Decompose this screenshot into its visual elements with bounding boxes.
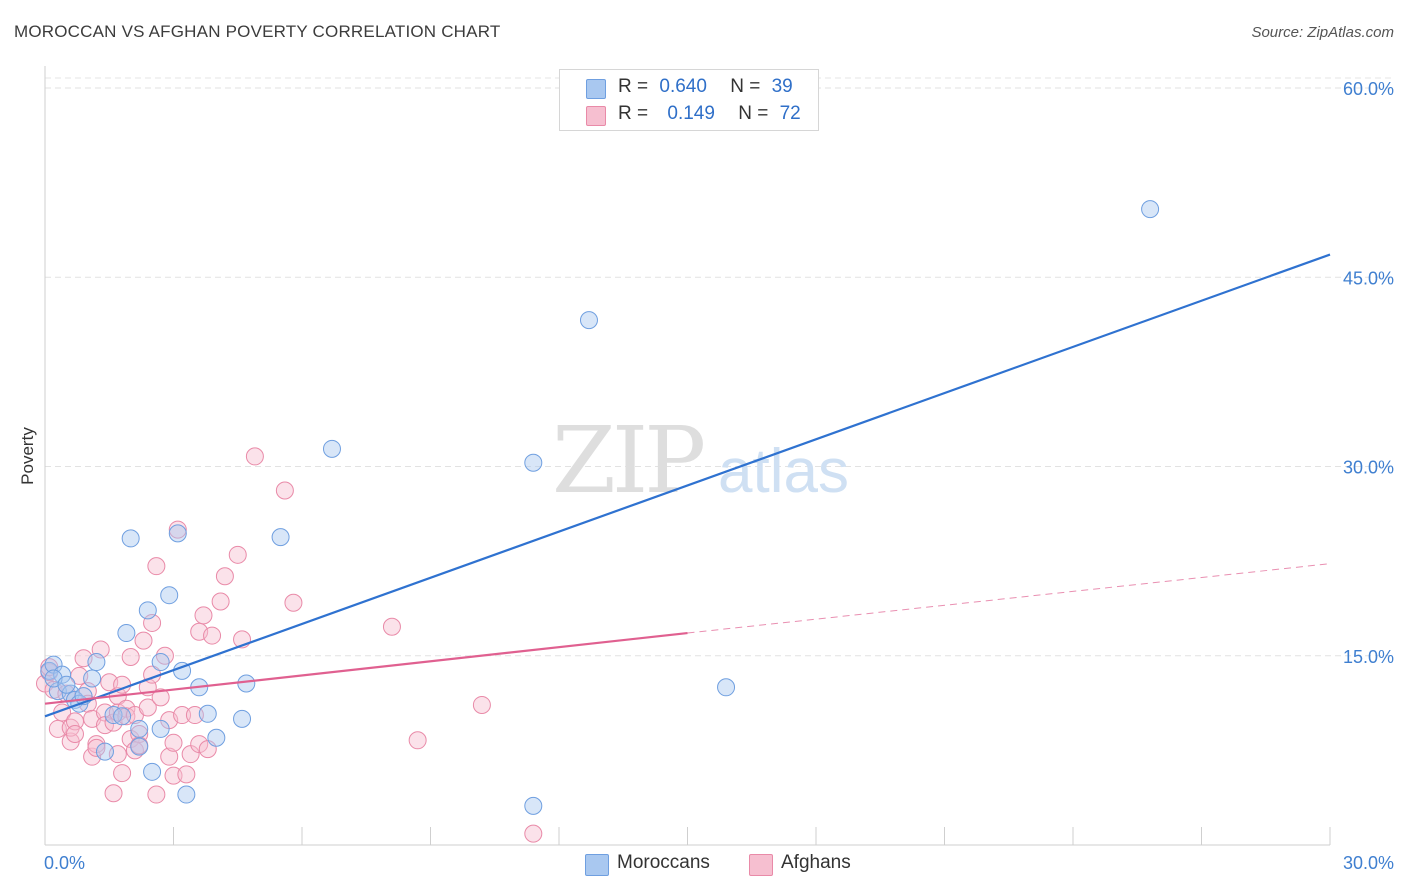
data-point-afghans (203, 626, 222, 645)
watermark-atlas: atlas (718, 437, 849, 506)
data-point-moroccans (1141, 200, 1160, 219)
data-point-afghans (65, 724, 84, 743)
data-point-moroccans (524, 453, 543, 472)
legend-r-value: 0.149 (667, 103, 715, 124)
chart-title: MOROCCAN VS AFGHAN POVERTY CORRELATION C… (14, 22, 501, 41)
legend-r-label: R = (618, 76, 649, 97)
data-point-moroccans (160, 586, 179, 605)
x-tick-label: 0.0% (44, 853, 85, 873)
data-point-afghans (134, 631, 153, 650)
y-tick-label: 45.0% (1343, 268, 1394, 288)
chart-source: Source: ZipAtlas.com (1251, 24, 1394, 41)
data-point-afghans (147, 557, 166, 576)
bottom-legend-label-moroccans: Moroccans (617, 852, 710, 873)
data-point-moroccans (83, 669, 102, 688)
data-point-afghans (211, 592, 230, 611)
trend-line-afghans (44, 631, 688, 705)
y-axis-title: Poverty (18, 427, 37, 485)
data-point-moroccans (322, 439, 341, 458)
watermark-zip: ZIP (552, 407, 703, 514)
data-point-moroccans (151, 653, 170, 672)
data-point-afghans (524, 824, 543, 843)
data-point-moroccans (168, 524, 187, 543)
legend-n-value: 39 (771, 76, 793, 97)
data-point-moroccans (95, 742, 114, 761)
data-point-afghans (164, 766, 183, 785)
data-point-afghans (147, 785, 166, 804)
data-point-afghans (87, 738, 106, 757)
data-point-moroccans (87, 653, 106, 672)
data-point-afghans (177, 765, 196, 784)
data-point-afghans (245, 447, 264, 466)
legend-n-label: N = (738, 103, 769, 124)
grid-lines (45, 77, 1394, 657)
data-point-moroccans (233, 709, 252, 728)
data-point-moroccans (130, 737, 149, 756)
legend-r-label: R = (618, 103, 649, 124)
data-point-moroccans (207, 728, 226, 747)
data-point-moroccans (143, 762, 162, 781)
bottom-legend-swatch-afghans (749, 854, 773, 876)
legend-box: R = 0.640 N = 39 R = 0.149 N = 72 (559, 69, 819, 131)
y-tick-label: 60.0% (1343, 79, 1394, 99)
data-point-afghans (185, 706, 204, 725)
legend-r-value: 0.640 (659, 76, 707, 97)
data-point-moroccans (271, 528, 290, 547)
data-point-moroccans (130, 719, 149, 738)
data-point-moroccans (57, 675, 76, 694)
data-point-moroccans (113, 707, 132, 726)
data-point-moroccans (524, 796, 543, 815)
data-point-afghans (160, 747, 179, 766)
data-point-moroccans (53, 665, 72, 684)
data-points (36, 200, 1160, 843)
data-point-afghans (275, 481, 294, 500)
data-point-afghans (113, 764, 132, 783)
data-point-afghans (173, 706, 192, 725)
x-tick-label: 30.0% (1343, 853, 1394, 873)
data-point-afghans (194, 606, 213, 625)
data-point-afghans (151, 688, 170, 707)
legend-n-value: 72 (779, 103, 801, 124)
tick-labels: 15.0% 30.0% 45.0% 60.0% 0.0% 30.0% (44, 79, 1394, 873)
data-point-afghans (408, 731, 427, 750)
trend-lines (44, 253, 1331, 718)
bottom-legend-swatch-moroccans (585, 854, 609, 876)
data-point-moroccans (237, 674, 256, 693)
data-point-afghans (215, 567, 234, 586)
data-point-afghans (382, 617, 401, 636)
data-point-moroccans (717, 678, 736, 697)
data-point-moroccans (117, 624, 136, 643)
data-point-afghans (104, 784, 123, 803)
legend-swatch-afghans (586, 106, 606, 126)
data-point-afghans (190, 735, 209, 754)
data-point-moroccans (138, 601, 157, 620)
data-point-afghans (168, 520, 187, 539)
data-point-moroccans (151, 719, 170, 738)
legend-swatch-moroccans (586, 79, 606, 99)
data-point-moroccans (198, 704, 217, 723)
data-point-afghans (284, 593, 303, 612)
y-tick-label: 30.0% (1343, 458, 1394, 478)
y-tick-label: 15.0% (1343, 647, 1394, 667)
legend-n-label: N = (730, 76, 761, 97)
data-point-moroccans (121, 529, 140, 548)
data-point-afghans (138, 698, 157, 717)
trend-line-moroccans (44, 253, 1331, 718)
trend-line-dashed-afghans (687, 563, 1331, 634)
data-point-moroccans (177, 785, 196, 804)
data-point-afghans (121, 648, 140, 667)
data-point-afghans (228, 545, 247, 564)
data-point-afghans (164, 733, 183, 752)
data-point-moroccans (579, 311, 598, 330)
data-point-afghans (472, 695, 491, 714)
bottom-legend-label-afghans: Afghans (781, 852, 851, 873)
